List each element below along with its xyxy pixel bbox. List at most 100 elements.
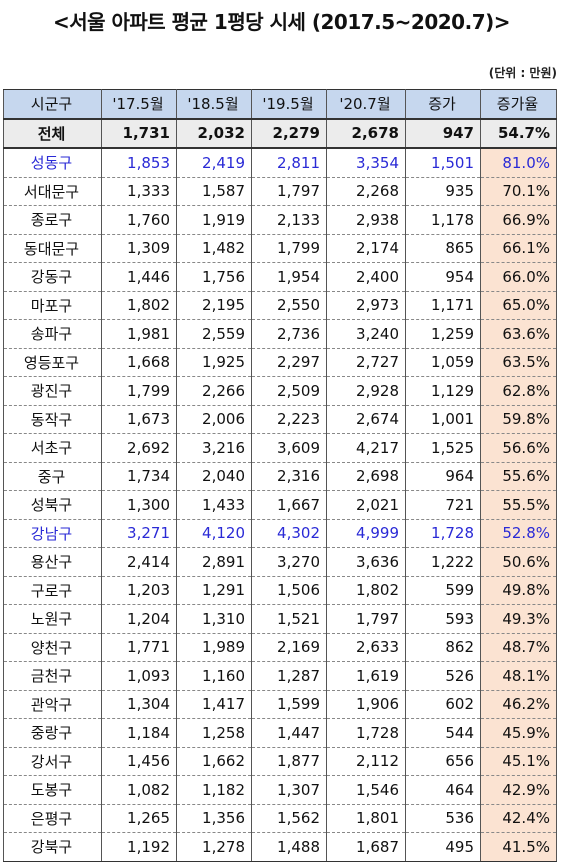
cell-district: 강동구 bbox=[3, 262, 102, 292]
cell-2019-05: 1,877 bbox=[251, 747, 327, 776]
cell-increase-rate: 52.8% bbox=[480, 519, 557, 548]
page-title: <서울 아파트 평균 1평당 시세 (2017.5~2020.7)> bbox=[52, 10, 511, 34]
cell-2017-05: 1,731 bbox=[101, 118, 177, 149]
cell-2020-07: 2,698 bbox=[326, 462, 406, 491]
cell-district: 도봉구 bbox=[3, 775, 102, 805]
cell-2017-05: 1,802 bbox=[101, 291, 177, 320]
cell-2020-07: 1,802 bbox=[326, 576, 406, 605]
cell-2019-05: 4,302 bbox=[251, 519, 327, 548]
table-row: 동대문구 1,309 1,482 1,799 2,174 865 66.1% bbox=[3, 234, 557, 263]
cell-2019-05: 3,609 bbox=[251, 433, 327, 463]
cell-increase: 593 bbox=[405, 604, 481, 634]
cell-district: 금천구 bbox=[3, 661, 102, 691]
cell-2019-05: 1,954 bbox=[251, 262, 327, 292]
cell-2018-05: 1,258 bbox=[176, 718, 252, 748]
table-row: 양천구 1,771 1,989 2,169 2,633 862 48.7% bbox=[3, 633, 557, 662]
cell-increase-rate: 42.4% bbox=[480, 804, 557, 833]
cell-2020-07: 4,999 bbox=[326, 519, 406, 548]
cell-2018-05: 1,662 bbox=[176, 747, 252, 776]
cell-2018-05: 4,120 bbox=[176, 519, 252, 548]
table-row: 중구 1,734 2,040 2,316 2,698 964 55.6% bbox=[3, 462, 557, 491]
cell-increase-rate: 81.0% bbox=[480, 148, 557, 178]
cell-2019-05: 1,599 bbox=[251, 690, 327, 719]
header-2017-05: '17.5월 bbox=[101, 89, 177, 120]
table-row: 금천구 1,093 1,160 1,287 1,619 526 48.1% bbox=[3, 661, 557, 691]
header-increase-rate: 증가율 bbox=[480, 89, 557, 120]
cell-increase: 1,001 bbox=[405, 405, 481, 434]
cell-district: 성북구 bbox=[3, 490, 102, 520]
cell-district: 영등포구 bbox=[3, 348, 102, 377]
cell-2019-05: 1,287 bbox=[251, 661, 327, 691]
cell-2018-05: 1,310 bbox=[176, 604, 252, 634]
cell-increase: 544 bbox=[405, 718, 481, 748]
table-row: 서초구 2,692 3,216 3,609 4,217 1,525 56.6% bbox=[3, 433, 557, 463]
cell-2018-05: 1,756 bbox=[176, 262, 252, 292]
cell-2020-07: 2,678 bbox=[326, 118, 406, 149]
cell-increase-rate: 50.6% bbox=[480, 547, 557, 577]
cell-2019-05: 2,316 bbox=[251, 462, 327, 491]
cell-2017-05: 1,184 bbox=[101, 718, 177, 748]
cell-2018-05: 2,006 bbox=[176, 405, 252, 434]
cell-2017-05: 1,446 bbox=[101, 262, 177, 292]
cell-district: 광진구 bbox=[3, 376, 102, 406]
cell-district: 관악구 bbox=[3, 690, 102, 719]
cell-increase: 1,178 bbox=[405, 205, 481, 235]
header-2020-07: '20.7월 bbox=[326, 89, 406, 120]
cell-increase-rate: 66.0% bbox=[480, 262, 557, 292]
cell-2018-05: 2,040 bbox=[176, 462, 252, 491]
cell-increase-rate: 56.6% bbox=[480, 433, 557, 463]
cell-district: 동작구 bbox=[3, 405, 102, 434]
cell-2018-05: 1,989 bbox=[176, 633, 252, 662]
cell-increase: 464 bbox=[405, 775, 481, 805]
cell-2020-07: 1,546 bbox=[326, 775, 406, 805]
cell-district: 구로구 bbox=[3, 576, 102, 605]
cell-2017-05: 1,668 bbox=[101, 348, 177, 377]
cell-2017-05: 1,265 bbox=[101, 804, 177, 833]
cell-2019-05: 1,488 bbox=[251, 832, 327, 862]
cell-district: 종로구 bbox=[3, 205, 102, 235]
cell-increase: 1,728 bbox=[405, 519, 481, 548]
cell-2017-05: 1,333 bbox=[101, 177, 177, 206]
cell-increase: 947 bbox=[405, 118, 481, 149]
cell-2019-05: 3,270 bbox=[251, 547, 327, 577]
cell-increase: 602 bbox=[405, 690, 481, 719]
cell-2020-07: 2,727 bbox=[326, 348, 406, 377]
cell-2018-05: 1,356 bbox=[176, 804, 252, 833]
cell-district: 강북구 bbox=[3, 832, 102, 862]
cell-2017-05: 1,309 bbox=[101, 234, 177, 263]
cell-2020-07: 2,112 bbox=[326, 747, 406, 776]
cell-increase-rate: 49.8% bbox=[480, 576, 557, 605]
cell-2018-05: 2,891 bbox=[176, 547, 252, 577]
table-row: 구로구 1,203 1,291 1,506 1,802 599 49.8% bbox=[3, 576, 557, 605]
table-row: 강서구 1,456 1,662 1,877 2,112 656 45.1% bbox=[3, 747, 557, 776]
cell-district: 성동구 bbox=[3, 148, 102, 178]
cell-2019-05: 1,307 bbox=[251, 775, 327, 805]
cell-increase: 1,171 bbox=[405, 291, 481, 320]
cell-increase-rate: 55.5% bbox=[480, 490, 557, 520]
cell-increase-rate: 45.9% bbox=[480, 718, 557, 748]
cell-2020-07: 4,217 bbox=[326, 433, 406, 463]
cell-2017-05: 1,673 bbox=[101, 405, 177, 434]
cell-district: 강남구 bbox=[3, 519, 102, 548]
table-row: 광진구 1,799 2,266 2,509 2,928 1,129 62.8% bbox=[3, 376, 557, 406]
table-row: 송파구 1,981 2,559 2,736 3,240 1,259 63.6% bbox=[3, 319, 557, 349]
cell-2018-05: 2,195 bbox=[176, 291, 252, 320]
cell-increase-rate: 63.6% bbox=[480, 319, 557, 349]
cell-2017-05: 1,799 bbox=[101, 376, 177, 406]
cell-district: 서대문구 bbox=[3, 177, 102, 206]
cell-district: 양천구 bbox=[3, 633, 102, 662]
cell-increase-rate: 45.1% bbox=[480, 747, 557, 776]
cell-2017-05: 3,271 bbox=[101, 519, 177, 548]
cell-2018-05: 1,417 bbox=[176, 690, 252, 719]
table-row: 강남구 3,271 4,120 4,302 4,999 1,728 52.8% bbox=[3, 519, 557, 548]
cell-increase: 1,501 bbox=[405, 148, 481, 178]
table-row: 중랑구 1,184 1,258 1,447 1,728 544 45.9% bbox=[3, 718, 557, 748]
cell-2020-07: 2,021 bbox=[326, 490, 406, 520]
cell-increase: 721 bbox=[405, 490, 481, 520]
cell-2020-07: 1,687 bbox=[326, 832, 406, 862]
cell-increase-rate: 54.7% bbox=[480, 118, 557, 149]
cell-2020-07: 2,928 bbox=[326, 376, 406, 406]
cell-2020-07: 3,636 bbox=[326, 547, 406, 577]
cell-district: 중구 bbox=[3, 462, 102, 491]
cell-2018-05: 1,182 bbox=[176, 775, 252, 805]
